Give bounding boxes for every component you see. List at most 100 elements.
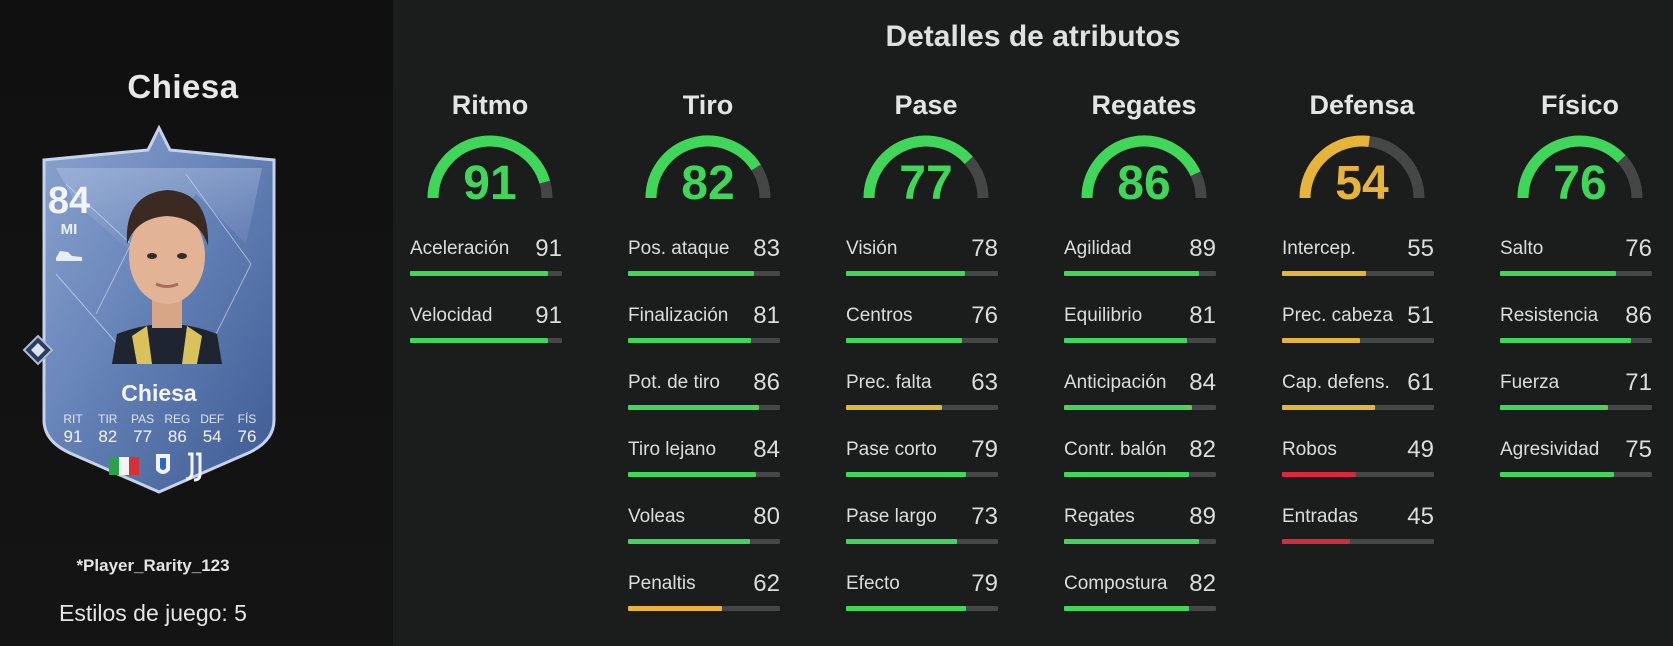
attribute-row: Centros 76 — [846, 295, 1006, 362]
player-portrait — [112, 190, 222, 364]
attribute-bar-fill — [410, 338, 549, 343]
attribute-bar-track — [1282, 405, 1434, 410]
attribute-bar-fill — [846, 405, 942, 410]
attribute-value: 82 — [1189, 570, 1216, 597]
category-gauge: 54 — [1282, 132, 1442, 212]
club-icon — [185, 452, 202, 482]
playstyles-count: Estilos de juego: 5 — [59, 600, 247, 626]
italy-flag-icon — [109, 457, 139, 475]
attribute-column: Físico 76 Salto 76 Resistencia 86 Fuerza 71 Agre… — [1500, 88, 1660, 496]
category-rating: 91 — [463, 157, 517, 210]
attribute-label: Equilibrio — [1064, 305, 1143, 326]
attribute-bar-fill — [628, 338, 752, 343]
attribute-label: Aceleración — [410, 238, 510, 259]
card-rating: 84 — [47, 180, 91, 222]
attribute-list: Salto 76 Resistencia 86 Fuerza 71 Agresividad 7… — [1500, 228, 1660, 496]
attribute-row: Cap. defens. 61 — [1282, 362, 1442, 429]
category-title: Físico — [1540, 90, 1620, 120]
attribute-label: Agilidad — [1064, 238, 1132, 259]
gauge-arc — [863, 135, 989, 199]
card-stat-value: 76 — [237, 427, 257, 446]
attribute-label: Compostura — [1064, 573, 1168, 594]
attribute-value: 84 — [1189, 369, 1216, 396]
attribute-bar-fill — [1282, 472, 1357, 477]
attribute-bar-fill — [1282, 338, 1360, 343]
attribute-bar-track — [1282, 271, 1434, 276]
attribute-label: Contr. balón — [1064, 439, 1167, 460]
attribute-row: Pase largo 73 — [846, 496, 1006, 563]
card-player-name: Chiesa — [121, 380, 197, 406]
attribute-bar-fill — [1500, 472, 1614, 477]
gauge-arc — [427, 135, 553, 199]
card-position: MI — [60, 221, 78, 238]
attribute-value: 80 — [753, 503, 780, 530]
attribute-column: Regates 86 Agilidad 89 Equilibrio 81 Anticipac… — [1064, 88, 1224, 630]
category-title: Regates — [1091, 90, 1197, 120]
card-stat-value: 86 — [167, 427, 187, 446]
attribute-column: Defensa 54 Intercep. 55 Prec. cabeza 51 Cap. d… — [1282, 88, 1442, 563]
attribute-value: 61 — [1407, 369, 1434, 396]
attribute-row: Entradas 45 — [1282, 496, 1442, 563]
category-gauge: 76 — [1500, 132, 1660, 212]
attribute-label: Pase largo — [846, 506, 937, 527]
attribute-row: Resistencia 86 — [1500, 295, 1660, 362]
attribute-list: Agilidad 89 Equilibrio 81 Anticipación 84 Cont… — [1064, 228, 1224, 630]
category-rating: 82 — [681, 157, 735, 210]
attribute-column: Pase 77 Visión 78 Centros 76 Prec. falta 63 Pase… — [846, 88, 1006, 630]
card-stats: RIT 91 TIR 82 PAS 77 REG 86 DEF 54 FÍS 7… — [58, 412, 262, 447]
attribute-bar-track — [628, 472, 780, 477]
gauge-arc — [1517, 135, 1643, 199]
attribute-row: Robos 49 — [1282, 429, 1442, 496]
attribute-list: Intercep. 55 Prec. cabeza 51 Cap. defens. 61 R… — [1282, 228, 1442, 563]
player-card[interactable]: 84 MI Chiesa RIT 91 TIR 82 — [36, 124, 282, 496]
player-panel: Chiesa 84 MI — [0, 0, 393, 646]
attribute-label: Finalización — [628, 305, 729, 326]
attributes-title: Detalles de atributos — [885, 20, 1181, 53]
attribute-label: Tiro lejano — [628, 439, 717, 460]
attribute-row: Agilidad 89 — [1064, 228, 1224, 295]
attribute-row: Agresividad 75 — [1500, 429, 1660, 496]
attribute-label: Resistencia — [1500, 305, 1599, 326]
attribute-bar-fill — [1064, 338, 1188, 343]
attribute-bar-fill — [628, 405, 759, 410]
attribute-bar-track — [1064, 472, 1216, 477]
gauge-arc — [1081, 135, 1207, 199]
card-stat-label: RIT — [63, 412, 83, 426]
attribute-bar-track — [846, 606, 998, 611]
attribute-bar-fill — [1064, 606, 1189, 611]
card-stat-label: DEF — [200, 412, 225, 426]
category-title: Ritmo — [451, 90, 529, 120]
card-stat-label: TIR — [98, 412, 118, 426]
attribute-row: Equilibrio 81 — [1064, 295, 1224, 362]
attribute-row: Efecto 79 — [846, 563, 1006, 630]
attribute-bar-fill — [846, 606, 967, 611]
attribute-row: Pot. de tiro 86 — [628, 362, 788, 429]
attribute-row: Prec. cabeza 51 — [1282, 295, 1442, 362]
card-stat: DEF 54 — [197, 412, 227, 447]
attribute-row: Intercep. 55 — [1282, 228, 1442, 295]
attribute-bar-fill — [1500, 338, 1631, 343]
gauge-arc — [645, 135, 771, 199]
attribute-list: Pos. ataque 83 Finalización 81 Pot. de tiro 8… — [628, 228, 788, 630]
card-stat: PAS 77 — [128, 412, 158, 447]
attribute-row: Fuerza 71 — [1500, 362, 1660, 429]
attribute-label: Pase corto — [846, 439, 937, 460]
attribute-value: 83 — [753, 235, 780, 262]
attribute-bar-track — [1282, 539, 1434, 544]
attribute-row: Aceleración 91 — [410, 228, 570, 295]
attribute-value: 76 — [1625, 235, 1652, 262]
attribute-value: 91 — [535, 302, 562, 329]
category-rating: 54 — [1335, 157, 1389, 210]
attribute-label: Robos — [1282, 439, 1337, 460]
attribute-bar-fill — [1064, 405, 1192, 410]
attribute-label: Intercep. — [1282, 238, 1356, 259]
attribute-bar-fill — [628, 271, 755, 276]
attribute-bar-fill — [1500, 271, 1616, 276]
attribute-bar-track — [1500, 271, 1652, 276]
attribute-bar-fill — [1064, 271, 1200, 276]
attribute-value: 81 — [753, 302, 780, 329]
attribute-bar-track — [628, 271, 780, 276]
attribute-bar-track — [1064, 405, 1216, 410]
attribute-value: 86 — [1625, 302, 1652, 329]
attribute-bar-track — [846, 405, 998, 410]
